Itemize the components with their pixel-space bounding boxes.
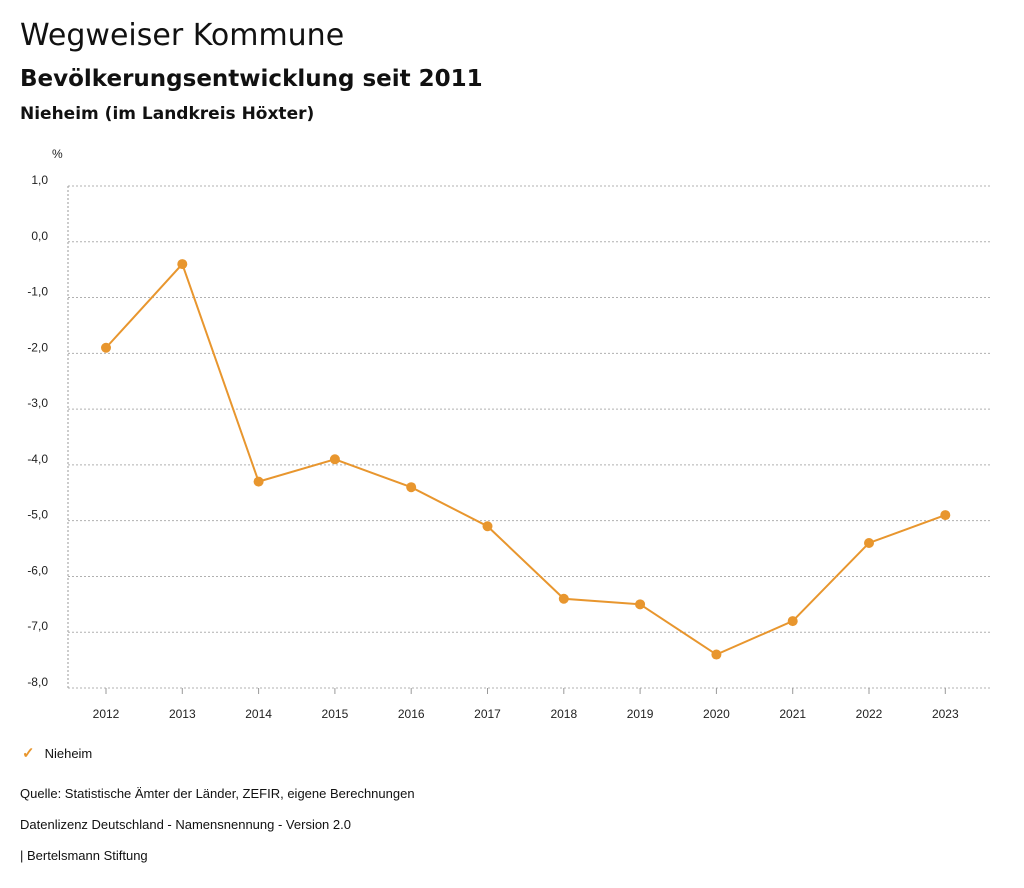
data-point-2012[interactable]: 2012: -1,9 % [101,342,111,353]
publisher-note: | Bertelsmann Stiftung [20,848,148,863]
x-tick-label: 2021 [779,707,806,721]
data-point-2018[interactable]: 2018: -6,4 % [558,593,569,604]
y-tick-label: -8,0 [27,675,48,689]
data-point-2021[interactable]: 2021: -6,8 % [787,616,798,627]
y-tick-label: -4,0 [27,452,48,466]
y-tick-label: 1,0 [31,173,48,187]
page-title: Wegweiser Kommune [20,18,345,53]
license-note: Datenlizenz Deutschland - Namensnennung … [20,817,351,832]
x-tick-label: 2015 [322,707,349,721]
data-point-2013[interactable]: 2013: -0,4 % [177,259,188,270]
source-note: Quelle: Statistische Ämter der Länder, Z… [20,786,415,801]
data-point-2016[interactable]: 2016: -4,4 % [406,482,417,493]
y-tick-label: -6,0 [27,563,48,577]
series-line-nieheim [105,262,946,656]
y-tick-label: -3,0 [27,396,48,410]
y-tick-label: -2,0 [27,340,48,354]
y-axis-unit-label: % [52,147,63,161]
check-icon: ✓ [22,745,35,762]
x-tick-label: 2019 [627,707,654,721]
data-point-2014[interactable]: 2014: -4,3 % [253,476,264,487]
x-tick-label: 2016 [398,707,425,721]
data-point-2015[interactable]: 2015: -3,9 % [329,454,340,465]
region-label: Nieheim (im Landkreis Höxter) [20,104,315,124]
x-tick-label: 2013 [169,707,196,721]
line-chart: % 1,0 0,0 -1,0 -2,0 -3,0 -4,0 -5,0 -6,0 -7,0 -8,0… [27,147,990,721]
x-tick-label: 2023 [932,707,959,721]
data-point-2023[interactable]: 2023: -4,9 % [940,510,951,521]
x-tick-label: 2012 [93,707,120,721]
x-tick-label: 2022 [856,707,883,721]
chart-subtitle: Bevölkerungsentwicklung seit 2011 [20,66,483,92]
y-tick-label: -7,0 [27,619,48,633]
x-tick-label: 2017 [474,707,501,721]
y-tick-label: 0,0 [31,229,48,243]
data-point-2020[interactable]: 2020: -7,4 % [711,649,722,660]
x-tick-label: 2018 [550,707,577,721]
y-tick-label: -1,0 [27,285,48,299]
x-tick-label: 2014 [245,707,272,721]
data-point-2019[interactable]: 2019: -6,5 % [635,599,646,610]
data-point-2017[interactable]: 2017: -5,1 % [482,521,493,532]
data-point-2022[interactable]: 2022: -5,4 % [864,537,874,548]
legend-label: Nieheim [44,745,93,761]
x-tick-label: 2020 [703,707,730,721]
y-tick-label: -5,0 [27,508,48,522]
legend-item-nieheim[interactable]: ✓ Nieheim [22,744,92,762]
